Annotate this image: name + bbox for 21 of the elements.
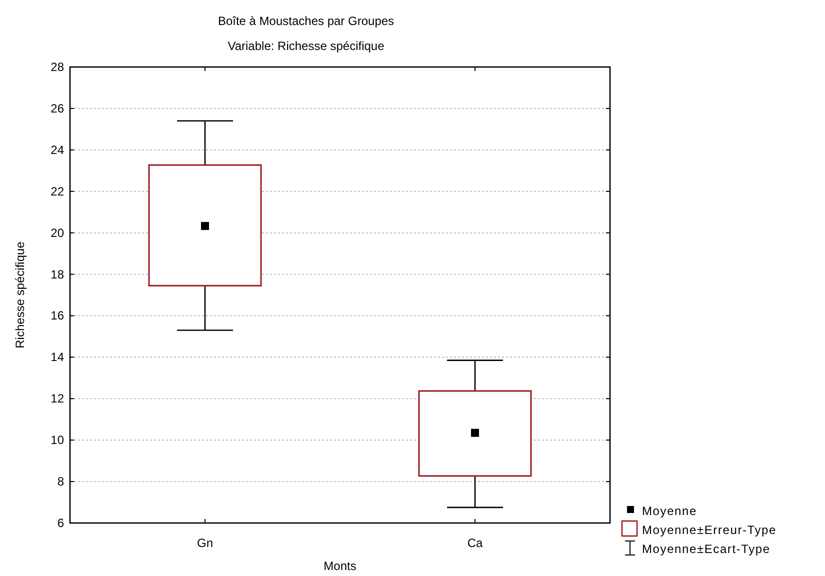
y-axis-title: Richesse spécifique (13, 241, 27, 348)
y-tick-label: 26 (50, 101, 64, 116)
x-tick-label: Gn (196, 536, 214, 550)
chart-title: Boîte à Moustaches par Groupes (218, 14, 394, 28)
y-tick-label: 20 (50, 226, 64, 240)
y-tick-label: 22 (50, 184, 64, 198)
y-tick-label: 10 (50, 433, 64, 448)
x-tick-label: Ca (467, 536, 483, 550)
y-tick-label: 6 (57, 516, 64, 530)
text: Moyenne±Erreur-Type (642, 523, 777, 537)
chart-subtitle: Variable: Richesse spécifique (228, 39, 385, 53)
y-tick-label: 18 (50, 267, 64, 282)
y-tick-label: 14 (50, 350, 64, 364)
x-axis-title: Monts (324, 559, 356, 573)
y-tick-label: 16 (50, 308, 64, 323)
y-tick-label: 8 (57, 474, 64, 489)
text: Moyenne±Ecart-Type (642, 542, 770, 556)
y-tick-label: 24 (50, 142, 64, 157)
y-tick-label: 12 (50, 392, 64, 406)
y-tick-label: 28 (50, 60, 64, 74)
text: Moyenne (642, 504, 697, 518)
